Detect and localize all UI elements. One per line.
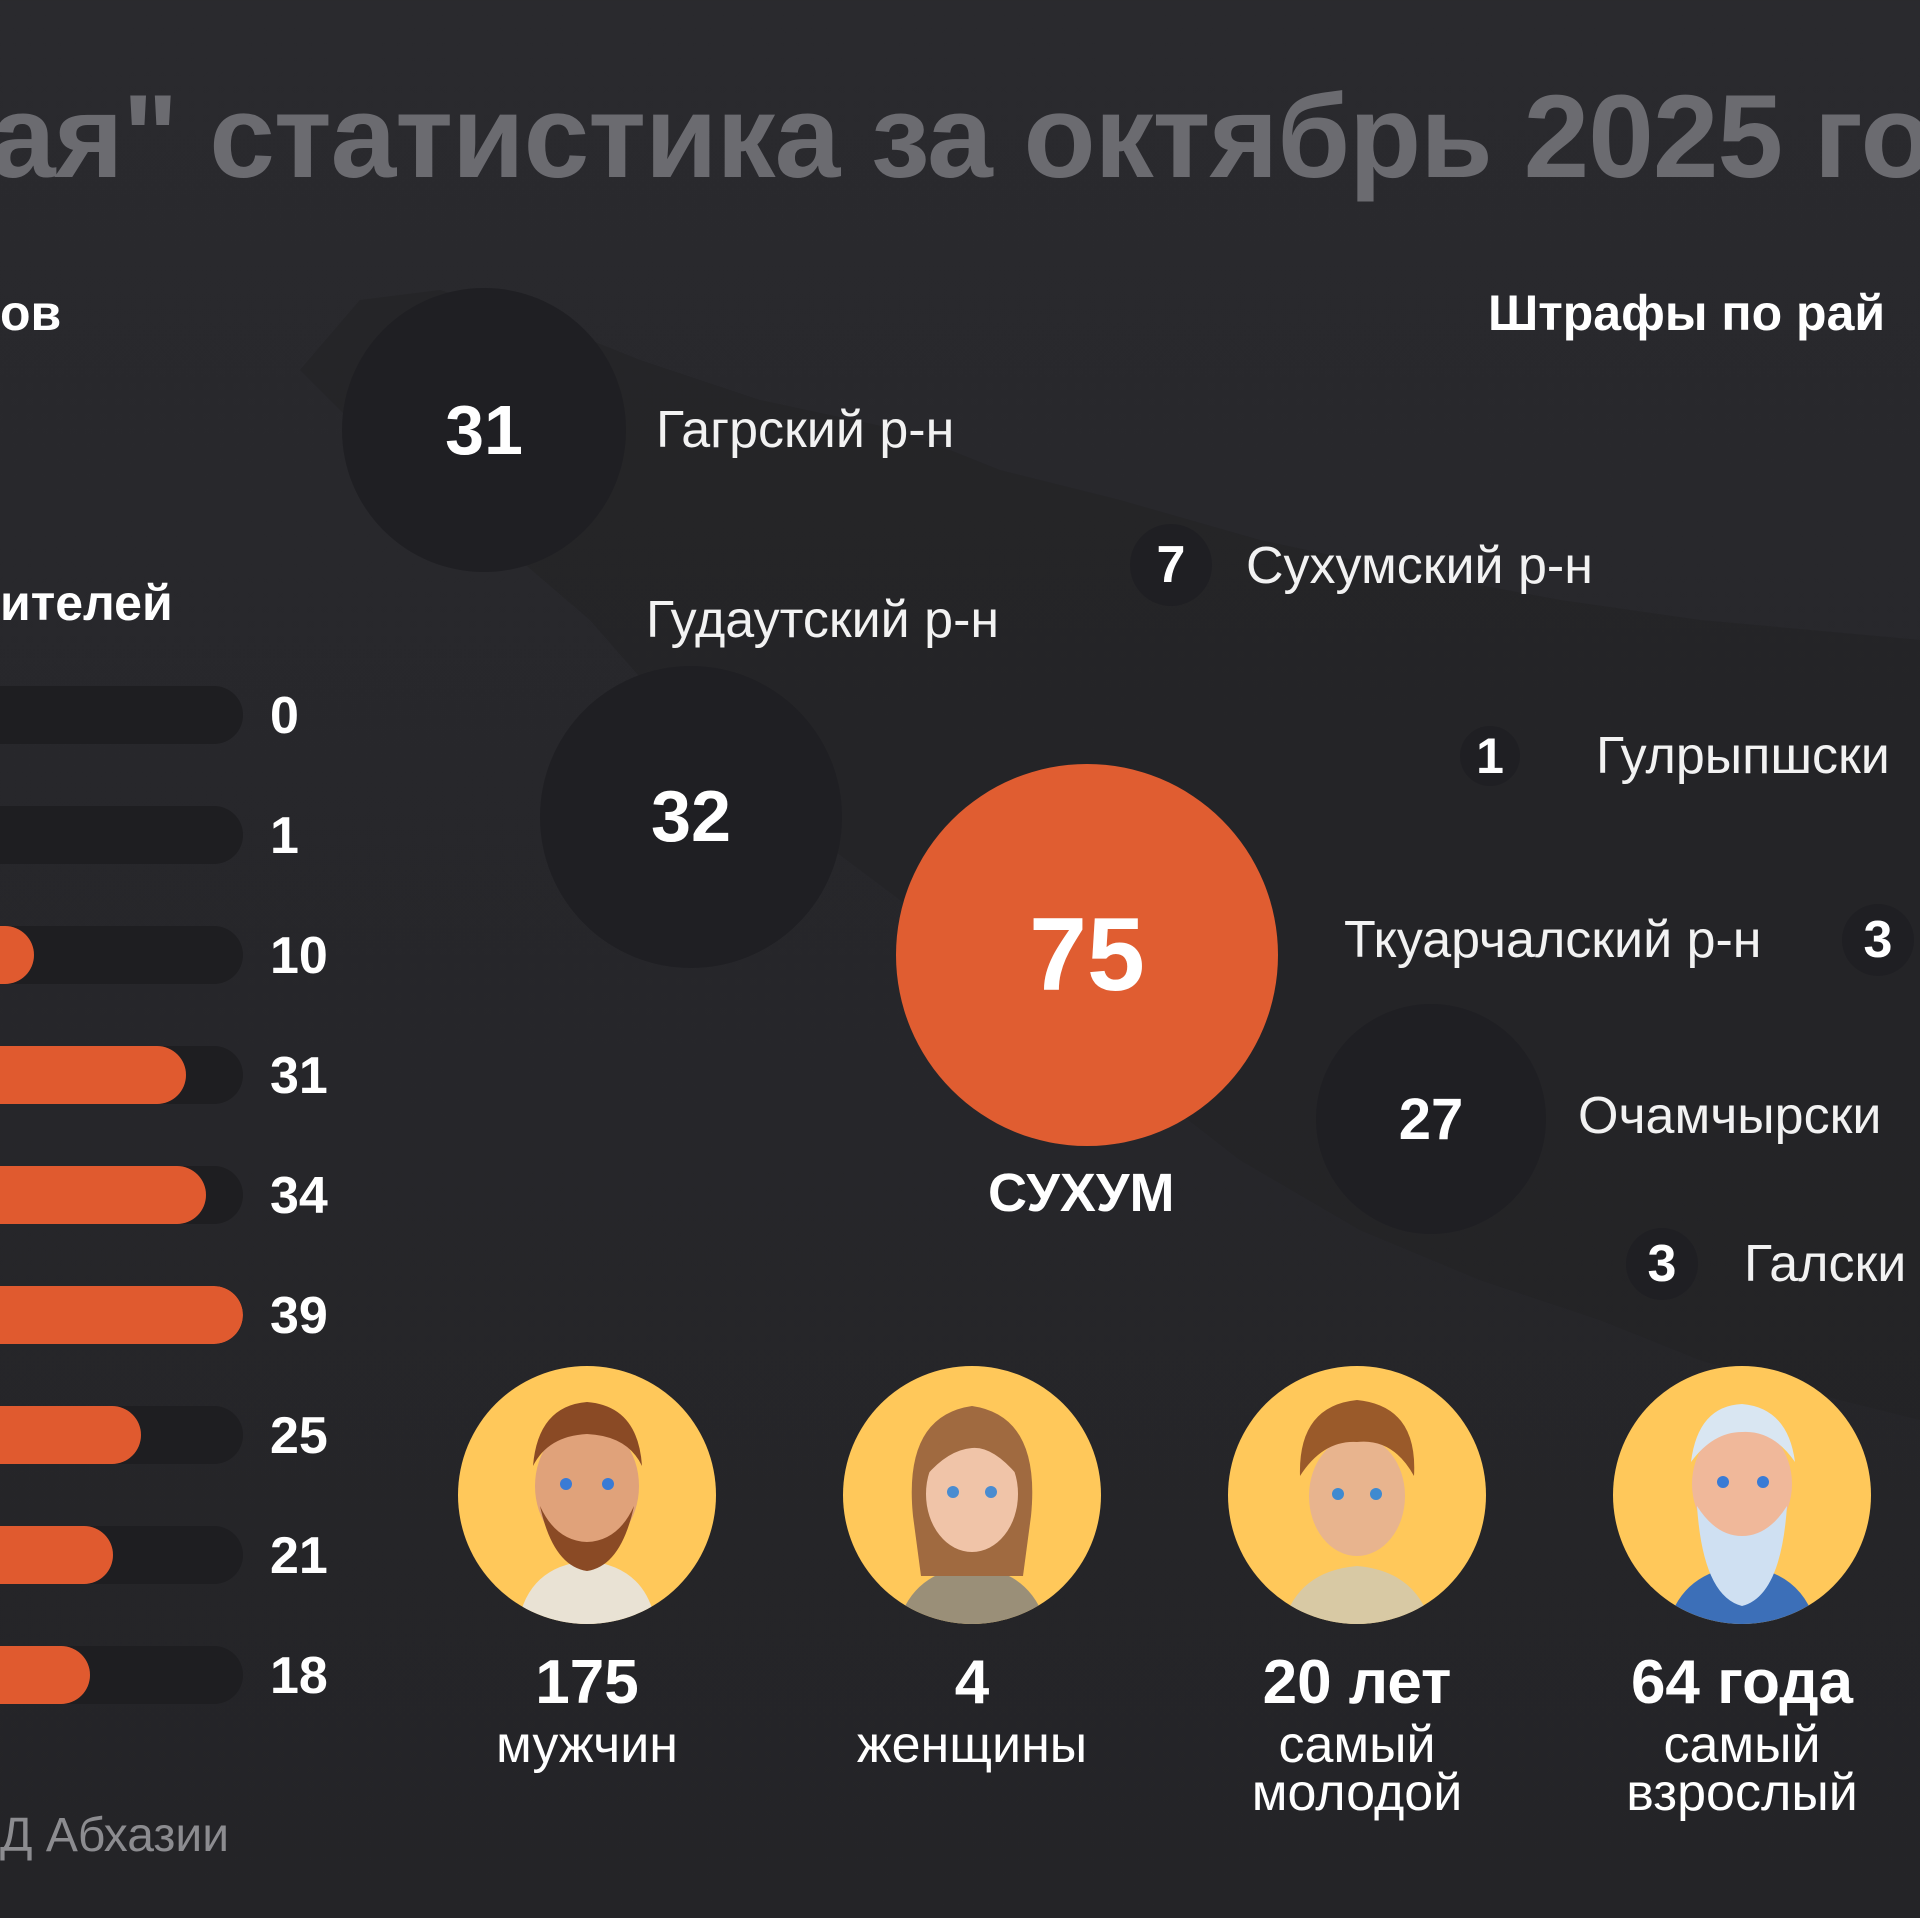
page-title: ая" статистика за октябрь 2025 год — [0, 71, 1920, 203]
gulripsh-circle: 1 — [1460, 726, 1520, 786]
bar-track — [0, 686, 243, 744]
gulripsh-label: Гулрыпшски — [1596, 727, 1890, 785]
source-credit: Д Абхазии — [0, 1809, 230, 1862]
bar-fill — [0, 926, 34, 984]
ochamchira-label: Очамчырски — [1578, 1087, 1882, 1145]
bar-value: 0 — [270, 687, 299, 745]
bar-value: 34 — [270, 1167, 328, 1225]
bar-track — [0, 806, 243, 864]
women-label: женщины — [856, 1716, 1088, 1774]
gagra-label: Гагрский р-н — [656, 401, 955, 459]
gal-label: Галски — [1744, 1235, 1907, 1293]
youngest-age: 20 лет — [1262, 1648, 1452, 1717]
bar-fill — [0, 1526, 113, 1584]
sukhum-city-label: СУХУМ — [988, 1163, 1175, 1223]
bar-value: 1 — [270, 807, 299, 865]
bar-fill — [0, 1646, 90, 1704]
gudauta-label: Гудаутский р-н — [646, 591, 1000, 649]
fines-by-district-title: Штрафы по рай — [1488, 285, 1886, 341]
bar-track — [0, 1166, 243, 1224]
bar-fill — [0, 1286, 243, 1344]
woman-avatar-icon — [843, 1366, 1101, 1624]
sukhum-city-circle: 75 — [896, 764, 1278, 1146]
left-section-subtitle: ителей — [0, 575, 173, 631]
sukhum-district-circle: 7 — [1130, 524, 1212, 606]
tkuarchal-label: Ткуарчалский р-н — [1344, 911, 1762, 969]
bar-track — [0, 926, 243, 984]
young-man-avatar-icon — [1228, 1366, 1486, 1624]
bar-track — [0, 1046, 243, 1104]
men-count: 175 — [535, 1648, 639, 1717]
gagra-circle: 31 — [342, 288, 626, 572]
youngest-label: самый молодой — [1251, 1716, 1463, 1822]
men-label: мужчин — [496, 1716, 678, 1774]
oldest-age: 64 года — [1630, 1648, 1854, 1717]
bar-track — [0, 1286, 243, 1344]
bar-fill — [0, 1046, 186, 1104]
bar-value: 21 — [270, 1527, 328, 1585]
sukhum-district-label: Сухумский р-н — [1246, 537, 1593, 595]
bar-fill — [0, 1166, 206, 1224]
bar-value: 25 — [270, 1407, 328, 1465]
women-count: 4 — [954, 1648, 990, 1717]
left-section-title: ов — [0, 285, 62, 341]
old-man-avatar-icon — [1613, 1366, 1871, 1624]
ochamchira-circle: 27 — [1316, 1004, 1546, 1234]
bar-track — [0, 1406, 243, 1464]
tkuarchal-circle: 3 — [1842, 904, 1914, 976]
gal-circle: 3 — [1626, 1228, 1698, 1300]
bar-value: 18 — [270, 1647, 328, 1705]
bar-track — [0, 1526, 243, 1584]
oldest-label: самый взрослый — [1626, 1716, 1858, 1822]
bar-track — [0, 1646, 243, 1704]
bar-fill — [0, 1406, 141, 1464]
bar-value: 31 — [270, 1047, 328, 1105]
gudauta-circle: 32 — [540, 666, 842, 968]
man-avatar-icon — [458, 1366, 716, 1624]
bar-value: 10 — [270, 927, 328, 985]
bar-value: 39 — [270, 1287, 328, 1345]
